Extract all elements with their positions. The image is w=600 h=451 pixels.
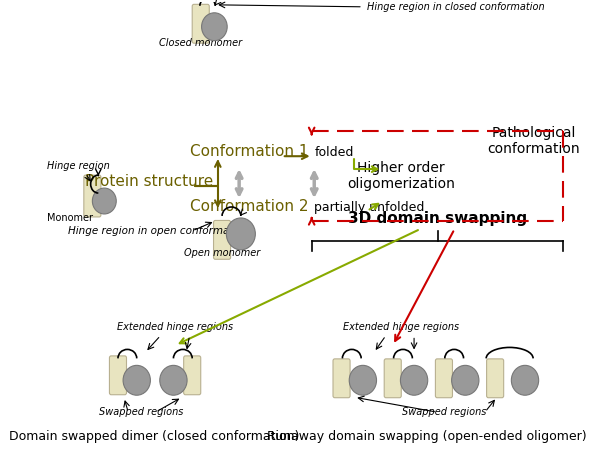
Text: 3D domain swapping: 3D domain swapping [348, 211, 527, 226]
Text: Pathological
conformation: Pathological conformation [487, 126, 580, 156]
Text: Closed monomer: Closed monomer [159, 38, 242, 48]
FancyBboxPatch shape [192, 5, 209, 43]
FancyBboxPatch shape [333, 359, 350, 398]
Text: Extended hinge regions: Extended hinge regions [117, 322, 233, 332]
Text: Runaway domain swapping (open-ended oligomer): Runaway domain swapping (open-ended olig… [267, 430, 587, 443]
FancyBboxPatch shape [214, 221, 230, 259]
Ellipse shape [226, 218, 256, 250]
FancyBboxPatch shape [436, 359, 452, 398]
Ellipse shape [511, 365, 539, 395]
Ellipse shape [92, 188, 116, 214]
Ellipse shape [349, 365, 377, 395]
FancyBboxPatch shape [384, 359, 401, 398]
Text: Conformation 2: Conformation 2 [190, 199, 308, 214]
Text: Protein structure: Protein structure [85, 174, 214, 189]
FancyBboxPatch shape [184, 356, 201, 395]
Text: Domain swapped dimer (closed conformation): Domain swapped dimer (closed conformatio… [8, 430, 299, 443]
Text: folded: folded [314, 146, 353, 159]
Text: Hinge region in open conformation: Hinge region in open conformation [68, 226, 250, 236]
Ellipse shape [400, 365, 428, 395]
FancyBboxPatch shape [109, 356, 127, 395]
Ellipse shape [452, 365, 479, 395]
Ellipse shape [123, 365, 151, 395]
Text: Conformation 1: Conformation 1 [190, 144, 308, 159]
FancyBboxPatch shape [487, 359, 503, 398]
Text: partially unfolded: partially unfolded [314, 201, 425, 214]
Text: Higher order
oligomerization: Higher order oligomerization [347, 161, 455, 191]
Text: Hinge region in closed conformation: Hinge region in closed conformation [367, 2, 545, 12]
Ellipse shape [202, 13, 227, 41]
Text: Swapped regions: Swapped regions [402, 407, 487, 417]
Text: Extended hinge regions: Extended hinge regions [343, 322, 460, 332]
Ellipse shape [160, 365, 187, 395]
Text: Open monomer: Open monomer [184, 248, 260, 258]
FancyBboxPatch shape [84, 175, 101, 217]
Text: Monomer: Monomer [47, 213, 93, 223]
Text: Swapped regions: Swapped regions [99, 407, 183, 417]
Text: Hinge region: Hinge region [47, 161, 110, 171]
